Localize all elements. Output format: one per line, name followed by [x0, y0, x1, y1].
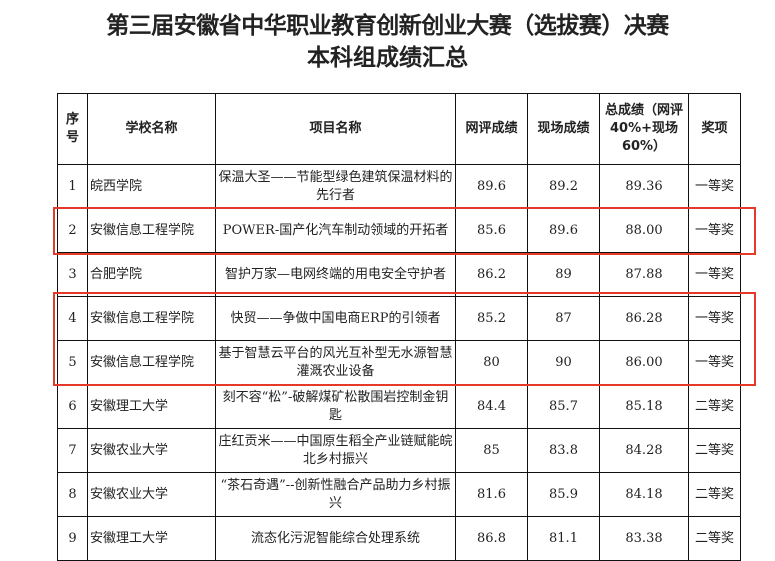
index-cell: 9 [57, 516, 88, 561]
title-line-2: 本科组成绩汇总 [307, 44, 468, 71]
index-cell: 5 [57, 340, 88, 385]
header-project: 项目名称 [215, 93, 456, 165]
award-cell: 二等奖 [688, 384, 741, 429]
index-cell: 7 [57, 428, 88, 473]
online-score-cell: 89.6 [455, 164, 528, 209]
school-cell: 安徽信息工程学院 [87, 208, 216, 253]
table-row: 8 安徽农业大学 “茶石奇遇”--创新性融合产品助力乡村振兴 81.6 85.9 84.1… [57, 472, 741, 517]
total-score-cell: 86.28 [599, 296, 689, 341]
table-row: 2 安徽信息工程学院 POWER-国产化汽车制动领域的开拓者 85.6 89.6 88.0… [57, 208, 741, 253]
project-cell: “茶石奇遇”--创新性融合产品助力乡村振兴 [215, 472, 456, 517]
index-cell: 3 [57, 252, 88, 297]
online-score-cell: 85.6 [455, 208, 528, 253]
header-online-score: 网评成绩 [455, 93, 528, 165]
total-score-cell: 89.36 [599, 164, 689, 209]
award-cell: 一等奖 [688, 208, 741, 253]
onsite-score-cell: 85.7 [527, 384, 600, 429]
school-cell: 安徽理工大学 [87, 516, 216, 561]
total-score-cell: 83.38 [599, 516, 689, 561]
total-score-cell: 87.88 [599, 252, 689, 297]
onsite-score-cell: 87 [527, 296, 600, 341]
award-cell: 一等奖 [688, 340, 741, 385]
online-score-cell: 86.2 [455, 252, 528, 297]
project-cell: 刻不容“松”-破解煤矿松散围岩控制金钥匙 [215, 384, 456, 429]
project-cell: 庄红贡米——中国原生稻全产业链赋能皖北乡村振兴 [215, 428, 456, 473]
header-total-score: 总成绩（网评40%+现场60%） [599, 93, 689, 165]
project-cell: 智护万家—电网终端的用电安全守护者 [215, 252, 456, 297]
index-cell: 4 [57, 296, 88, 341]
onsite-score-cell: 89 [527, 252, 600, 297]
online-score-cell: 81.6 [455, 472, 528, 517]
project-cell: 保温大圣——节能型绿色建筑保温材料的先行者 [215, 164, 456, 209]
project-cell: 流态化污泥智能综合处理系统 [215, 516, 456, 561]
header-index: 序号 [57, 93, 88, 165]
project-cell: POWER-国产化汽车制动领域的开拓者 [215, 208, 456, 253]
header-school: 学校名称 [87, 93, 216, 165]
onsite-score-cell: 83.8 [527, 428, 600, 473]
table-row: 5 安徽信息工程学院 基于智慧云平台的风光互补型无水源智慧灌溉农业设备 80 90 86.… [57, 340, 741, 385]
onsite-score-cell: 85.9 [527, 472, 600, 517]
total-score-cell: 84.18 [599, 472, 689, 517]
index-cell: 8 [57, 472, 88, 517]
index-cell: 2 [57, 208, 88, 253]
school-cell: 合肥学院 [87, 252, 216, 297]
index-cell: 6 [57, 384, 88, 429]
school-cell: 安徽农业大学 [87, 472, 216, 517]
onsite-score-cell: 89.6 [527, 208, 600, 253]
index-cell: 1 [57, 164, 88, 209]
total-score-cell: 84.28 [599, 428, 689, 473]
onsite-score-cell: 90 [527, 340, 600, 385]
award-cell: 一等奖 [688, 252, 741, 297]
table-row: 6 安徽理工大学 刻不容“松”-破解煤矿松散围岩控制金钥匙 84.4 85.7 85.18… [57, 384, 741, 429]
table-row: 7 安徽农业大学 庄红贡米——中国原生稻全产业链赋能皖北乡村振兴 85 83.8 84.2… [57, 428, 741, 473]
school-cell: 安徽农业大学 [87, 428, 216, 473]
table-row: 4 安徽信息工程学院 快贸——争做中国电商ERP的引领者 85.2 87 86.28 一等奖 [57, 296, 741, 341]
online-score-cell: 84.4 [455, 384, 528, 429]
school-cell: 安徽信息工程学院 [87, 340, 216, 385]
online-score-cell: 86.8 [455, 516, 528, 561]
award-cell: 二等奖 [688, 472, 741, 517]
title-line-1: 第三届安徽省中华职业教育创新创业大赛（选拔赛）决赛 [106, 12, 669, 39]
table-row: 9 安徽理工大学 流态化污泥智能综合处理系统 86.8 81.1 83.38 二等奖 [57, 516, 741, 561]
onsite-score-cell: 81.1 [527, 516, 600, 561]
award-cell: 二等奖 [688, 428, 741, 473]
online-score-cell: 85 [455, 428, 528, 473]
table-row: 3 合肥学院 智护万家—电网终端的用电安全守护者 86.2 89 87.88 一等奖 [57, 252, 741, 297]
online-score-cell: 85.2 [455, 296, 528, 341]
school-cell: 安徽理工大学 [87, 384, 216, 429]
table-row: 1 皖西学院 保温大圣——节能型绿色建筑保温材料的先行者 89.6 89.2 89.36 一… [57, 164, 741, 209]
total-score-cell: 85.18 [599, 384, 689, 429]
onsite-score-cell: 89.2 [527, 164, 600, 209]
online-score-cell: 80 [455, 340, 528, 385]
header-onsite-score: 现场成绩 [527, 93, 600, 165]
total-score-cell: 86.00 [599, 340, 689, 385]
award-cell: 一等奖 [688, 164, 741, 209]
header-award: 奖项 [688, 93, 741, 165]
results-table: 序号 学校名称 项目名称 网评成绩 现场成绩 总成绩（网评40%+现场60%） 奖项 1 皖西… [57, 93, 741, 561]
project-cell: 快贸——争做中国电商ERP的引领者 [215, 296, 456, 341]
school-cell: 皖西学院 [87, 164, 216, 209]
school-cell: 安徽信息工程学院 [87, 296, 216, 341]
award-cell: 一等奖 [688, 296, 741, 341]
award-cell: 二等奖 [688, 516, 741, 561]
project-cell: 基于智慧云平台的风光互补型无水源智慧灌溉农业设备 [215, 340, 456, 385]
total-score-cell: 88.00 [599, 208, 689, 253]
